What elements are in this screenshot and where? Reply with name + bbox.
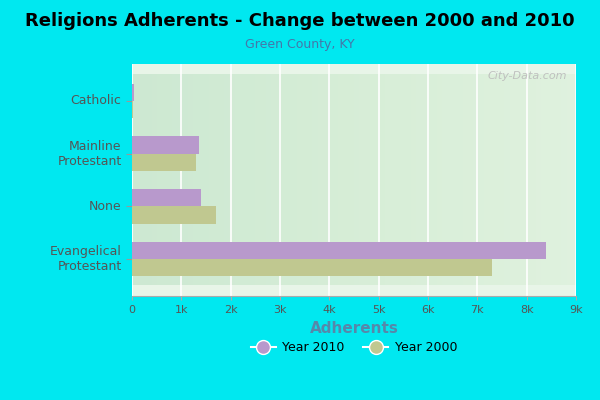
Bar bbox=[132, 136, 199, 154]
Bar bbox=[132, 101, 133, 118]
Bar bbox=[132, 154, 196, 171]
Text: City-Data.com: City-Data.com bbox=[488, 71, 567, 81]
Legend: Year 2010, Year 2000: Year 2010, Year 2000 bbox=[246, 336, 462, 359]
Bar bbox=[132, 206, 216, 224]
X-axis label: Adherents: Adherents bbox=[310, 320, 398, 336]
Bar bbox=[132, 189, 201, 206]
Bar bbox=[132, 259, 492, 276]
Bar bbox=[132, 242, 547, 259]
Text: Religions Adherents - Change between 2000 and 2010: Religions Adherents - Change between 200… bbox=[25, 12, 575, 30]
Text: Green County, KY: Green County, KY bbox=[245, 38, 355, 51]
Bar bbox=[132, 84, 134, 101]
